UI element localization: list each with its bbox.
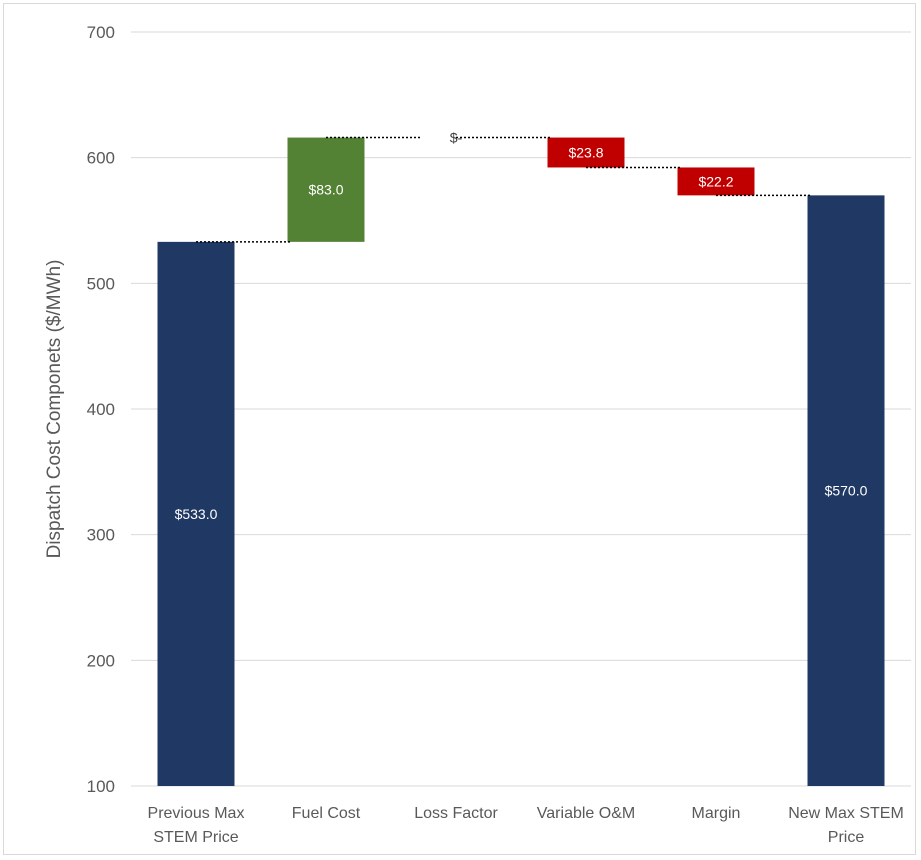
data-label: $570.0 xyxy=(825,483,868,499)
y-tick-label: 500 xyxy=(87,274,115,293)
bar xyxy=(547,137,625,168)
x-category-label: Price xyxy=(828,829,865,846)
data-labels: $533.0 $83.0 $- $23.8 $22.2 $570.0 xyxy=(175,130,868,522)
x-category-label: Previous Max xyxy=(148,805,245,822)
x-category-label: STEM Price xyxy=(153,829,238,846)
chart-frame: 100 200 300 400 500 600 700 $533.0 $83.0 $- $23.8… xyxy=(3,3,916,855)
gridlines xyxy=(131,31,911,787)
y-tick-label: 400 xyxy=(87,400,115,419)
y-tick-label: 700 xyxy=(87,23,115,42)
x-category-label: Margin xyxy=(692,805,741,822)
x-category-label: New Max STEM xyxy=(788,805,904,822)
y-axis-tick-labels: 100 200 300 400 500 600 700 xyxy=(87,23,115,796)
bar xyxy=(807,195,885,786)
bars xyxy=(157,137,885,786)
waterfall-chart: 100 200 300 400 500 600 700 $533.0 $83.0 $- $23.8… xyxy=(44,23,911,846)
y-tick-label: 600 xyxy=(87,149,115,168)
y-tick-label: 300 xyxy=(87,526,115,545)
x-category-label: Loss Factor xyxy=(414,805,498,822)
y-tick-label: 100 xyxy=(87,777,115,796)
y-tick-label: 200 xyxy=(87,651,115,670)
bar xyxy=(287,137,365,242)
data-label: $23.8 xyxy=(568,145,603,161)
bar xyxy=(157,241,235,786)
data-label: $- xyxy=(450,130,463,146)
data-label: $22.2 xyxy=(698,173,733,189)
x-axis-category-labels: Previous Max STEM Price Fuel Cost Loss Fact… xyxy=(148,805,904,846)
data-label: $83.0 xyxy=(308,182,343,198)
x-category-label: Variable O&M xyxy=(537,805,635,822)
bar xyxy=(677,167,755,196)
x-category-label: Fuel Cost xyxy=(292,805,361,822)
data-label: $533.0 xyxy=(175,506,218,522)
y-axis-title: Dispatch Cost Componets ($/MWh) xyxy=(44,260,65,559)
